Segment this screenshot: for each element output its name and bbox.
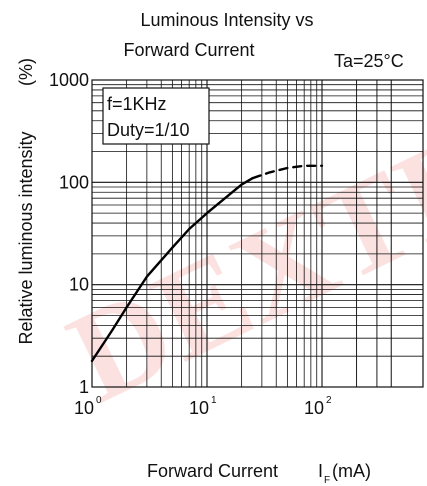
plot-frame <box>91 79 424 388</box>
y-tick-label-1000: 1000 <box>49 70 89 90</box>
annotation-duty: Duty=1/10 <box>107 120 190 140</box>
y-tick-label-1: 1 <box>79 377 89 397</box>
condition-label: Ta=25°C <box>334 51 404 71</box>
annotation-box: f=1KHz Duty=1/10 <box>102 87 210 145</box>
annotation-frequency: f=1KHz <box>107 94 167 114</box>
y-tick-labels: 1 10 100 1000 <box>49 70 89 397</box>
x-axis-unit-subscript: F <box>324 475 330 486</box>
x-axis-label-group: Forward Current I F (mA) <box>147 461 371 486</box>
y-tick-label-100: 100 <box>59 172 89 192</box>
x-tick-base: 10 <box>304 398 324 418</box>
x-tick-label-10: 10 1 <box>189 395 217 418</box>
series-line-solid <box>90 176 255 363</box>
chart-title-line1: Luminous Intensity vs <box>140 10 313 30</box>
x-axis-unit-rest: (mA) <box>332 461 371 481</box>
x-axis-label: Forward Current <box>147 461 278 481</box>
series-layer <box>90 164 324 363</box>
x-tick-label-100: 10 2 <box>304 395 332 418</box>
chart-title-line2: Forward Current <box>123 40 254 60</box>
y-axis-label: Relative luminous intensity <box>16 131 36 344</box>
x-tick-labels: 10 0 10 1 10 2 <box>74 395 332 418</box>
x-tick-base: 10 <box>74 398 94 418</box>
x-tick-label-1: 10 0 <box>74 395 102 418</box>
x-tick-exponent: 1 <box>211 395 217 406</box>
series-line-dashed <box>251 164 324 180</box>
x-tick-exponent: 0 <box>96 395 102 406</box>
y-tick-label-10: 10 <box>69 275 89 295</box>
x-axis-unit-symbol: I <box>318 461 323 481</box>
x-tick-base: 10 <box>189 398 209 418</box>
y-axis-unit: (%) <box>16 58 36 86</box>
x-tick-exponent: 2 <box>326 395 332 406</box>
